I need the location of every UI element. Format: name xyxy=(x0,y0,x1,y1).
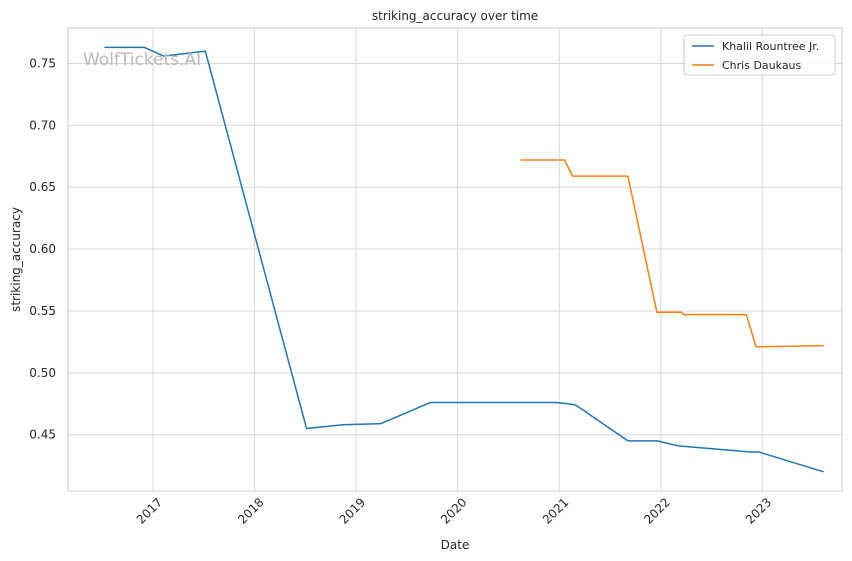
y-tick-label: 0.65 xyxy=(29,180,56,194)
x-tick-label: 2020 xyxy=(438,495,469,526)
y-tick-label: 0.60 xyxy=(29,242,56,256)
y-axis-ticks: 0.45 0.50 0.55 0.60 0.65 0.70 0.75 xyxy=(29,57,56,442)
series-layer xyxy=(104,46,824,473)
x-axis-ticks: 2017 2018 2019 2020 2021 2022 2023 xyxy=(134,495,775,526)
chart-title: striking_accuracy over time xyxy=(372,9,538,23)
x-tick-label: 2018 xyxy=(235,495,266,526)
legend-label: Chris Daukaus xyxy=(722,59,802,72)
legend: Khalil Rountree Jr. Chris Daukaus xyxy=(683,34,836,76)
y-tick-label: 0.75 xyxy=(29,57,56,71)
series-line-0 xyxy=(104,46,824,473)
watermark-text: WolfTickets.AI xyxy=(83,50,201,70)
y-tick-label: 0.55 xyxy=(29,304,56,318)
legend-label: Khalil Rountree Jr. xyxy=(722,40,819,53)
y-tick-label: 0.45 xyxy=(29,428,56,442)
x-axis-label: Date xyxy=(441,538,470,552)
x-tick-label: 2017 xyxy=(134,495,165,526)
x-tick-label: 2019 xyxy=(337,495,368,526)
x-tick-label: 2023 xyxy=(743,495,774,526)
plot-frame xyxy=(67,27,843,492)
legend-box xyxy=(683,34,836,76)
x-tick-label: 2022 xyxy=(641,495,672,526)
x-tick-label: 2021 xyxy=(540,495,571,526)
series-line-1 xyxy=(520,159,824,348)
y-axis-label: striking_accuracy xyxy=(9,207,23,312)
y-tick-label: 0.70 xyxy=(29,118,56,132)
grid-lines xyxy=(68,28,842,491)
y-tick-label: 0.50 xyxy=(29,366,56,380)
